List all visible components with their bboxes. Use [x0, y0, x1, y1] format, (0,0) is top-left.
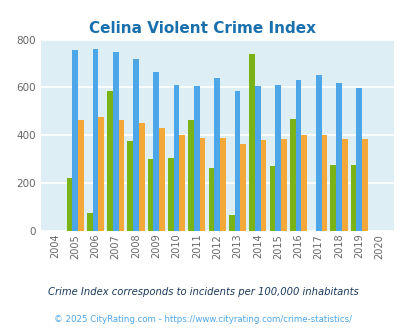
Bar [356, 88, 361, 231]
Bar [118, 120, 124, 231]
Bar [72, 50, 78, 231]
Bar [361, 139, 367, 231]
Text: © 2025 CityRating.com - https://www.cityrating.com/crime-statistics/: © 2025 CityRating.com - https://www.city… [54, 315, 351, 324]
Bar [249, 54, 254, 231]
Bar [228, 215, 234, 231]
Bar [269, 166, 275, 231]
Text: Crime Index corresponds to incidents per 100,000 inhabitants: Crime Index corresponds to incidents per… [47, 287, 358, 297]
Bar [260, 140, 266, 231]
Bar [321, 135, 326, 231]
Bar [330, 165, 335, 231]
Bar [254, 86, 260, 231]
Bar [341, 139, 347, 231]
Bar [289, 118, 295, 231]
Bar [301, 135, 306, 231]
Bar [147, 159, 153, 231]
Bar [194, 86, 199, 231]
Bar [350, 165, 356, 231]
Text: Celina Violent Crime Index: Celina Violent Crime Index [89, 21, 316, 36]
Bar [133, 59, 139, 231]
Bar [66, 178, 72, 231]
Bar [179, 135, 185, 231]
Bar [87, 213, 92, 231]
Bar [107, 91, 113, 231]
Bar [98, 117, 104, 231]
Bar [234, 91, 240, 231]
Bar [275, 85, 280, 231]
Bar [188, 120, 194, 231]
Bar [214, 78, 220, 231]
Bar [127, 141, 133, 231]
Bar [113, 51, 118, 231]
Bar [315, 76, 321, 231]
Bar [295, 80, 301, 231]
Bar [168, 158, 173, 231]
Bar [78, 120, 83, 231]
Bar [153, 72, 159, 231]
Bar [240, 144, 245, 231]
Bar [280, 139, 286, 231]
Bar [335, 83, 341, 231]
Bar [173, 85, 179, 231]
Bar [208, 168, 214, 231]
Bar [220, 138, 225, 231]
Bar [139, 123, 144, 231]
Bar [159, 128, 164, 231]
Bar [199, 138, 205, 231]
Bar [92, 49, 98, 231]
